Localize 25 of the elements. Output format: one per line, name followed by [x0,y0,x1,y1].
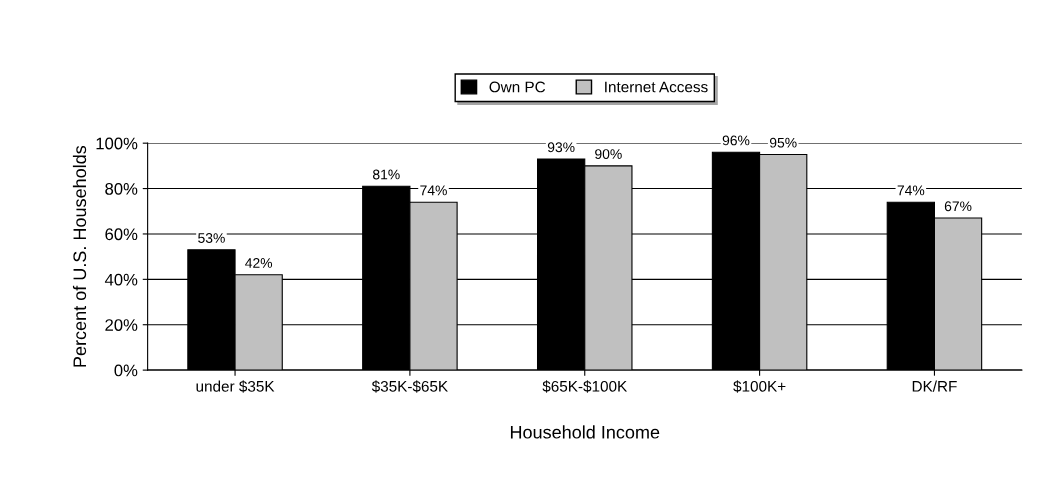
legend-label: Own PC [489,81,546,93]
x-tick-label: under $35K [196,380,275,393]
x-tick-label: $35K-$65K [371,380,448,393]
data-label: 81% [373,169,400,180]
data-label: 67% [944,201,972,212]
data-label: 96% [722,135,750,146]
y-tick-label: 0% [114,364,138,377]
data-label: 90% [595,149,622,159]
y-tick-label: 100% [96,137,138,150]
data-label: 95% [769,137,797,148]
y-tick-label: 60% [105,228,138,241]
data-label: 74% [897,185,925,196]
data-label: 53% [198,233,225,243]
y-tick-label: 40% [104,273,138,286]
x-axis-title: Household Income [510,425,660,439]
y-tick-label: 20% [105,319,138,331]
x-tick-label: $100K+ [733,380,786,393]
data-label: 93% [547,142,575,153]
data-label: 74% [420,185,447,196]
legend-label: Internet Access [605,81,708,93]
x-tick-label: DK/RF [912,380,957,392]
y-tick-label: 80% [105,182,138,195]
data-label: 42% [245,258,273,268]
y-axis-title: Percent of U.S. Households [72,145,87,367]
x-tick-label: $65K-$100K [542,380,628,393]
